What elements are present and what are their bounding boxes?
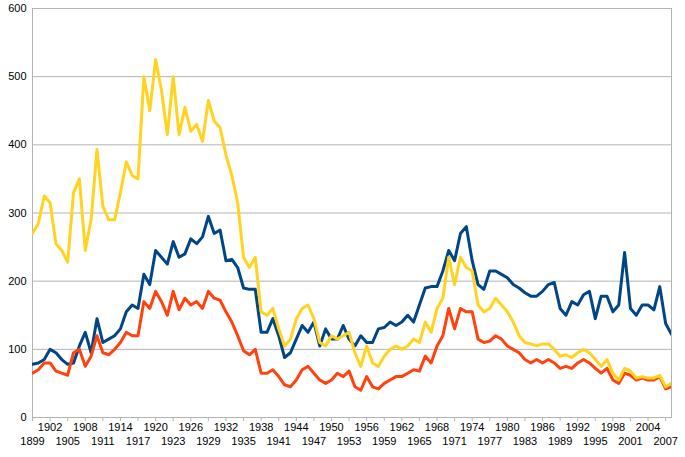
svg-text:1995: 1995 bbox=[583, 435, 607, 447]
svg-text:1923: 1923 bbox=[161, 435, 185, 447]
svg-text:1968: 1968 bbox=[425, 421, 449, 433]
svg-text:2001: 2001 bbox=[618, 435, 642, 447]
svg-text:1950: 1950 bbox=[319, 421, 343, 433]
svg-text:1941: 1941 bbox=[266, 435, 290, 447]
svg-text:1959: 1959 bbox=[372, 435, 396, 447]
svg-text:1917: 1917 bbox=[126, 435, 150, 447]
svg-text:1956: 1956 bbox=[354, 421, 378, 433]
svg-text:1974: 1974 bbox=[460, 421, 484, 433]
svg-text:600: 600 bbox=[8, 2, 26, 14]
svg-text:1899: 1899 bbox=[20, 435, 44, 447]
svg-text:1998: 1998 bbox=[601, 421, 625, 433]
svg-text:1929: 1929 bbox=[196, 435, 220, 447]
svg-text:1953: 1953 bbox=[337, 435, 361, 447]
svg-text:500: 500 bbox=[8, 70, 26, 82]
svg-text:1914: 1914 bbox=[108, 421, 132, 433]
svg-text:1989: 1989 bbox=[548, 435, 572, 447]
svg-text:1983: 1983 bbox=[513, 435, 537, 447]
svg-text:1920: 1920 bbox=[143, 421, 167, 433]
svg-text:2007: 2007 bbox=[653, 435, 677, 447]
svg-text:1908: 1908 bbox=[73, 421, 97, 433]
svg-text:1902: 1902 bbox=[38, 421, 62, 433]
svg-text:100: 100 bbox=[8, 343, 26, 355]
svg-text:1944: 1944 bbox=[284, 421, 308, 433]
svg-text:1947: 1947 bbox=[302, 435, 326, 447]
svg-text:1980: 1980 bbox=[495, 421, 519, 433]
svg-text:1935: 1935 bbox=[231, 435, 255, 447]
svg-text:1911: 1911 bbox=[91, 435, 115, 447]
svg-text:300: 300 bbox=[8, 207, 26, 219]
svg-text:200: 200 bbox=[8, 275, 26, 287]
svg-text:1938: 1938 bbox=[249, 421, 273, 433]
svg-text:1962: 1962 bbox=[390, 421, 414, 433]
svg-text:1971: 1971 bbox=[442, 435, 466, 447]
svg-text:1932: 1932 bbox=[214, 421, 238, 433]
svg-text:1986: 1986 bbox=[530, 421, 554, 433]
svg-text:2004: 2004 bbox=[636, 421, 660, 433]
svg-text:1905: 1905 bbox=[55, 435, 79, 447]
svg-text:0: 0 bbox=[20, 411, 26, 423]
svg-text:1965: 1965 bbox=[407, 435, 431, 447]
svg-text:1977: 1977 bbox=[478, 435, 502, 447]
svg-text:1926: 1926 bbox=[179, 421, 203, 433]
svg-text:400: 400 bbox=[8, 138, 26, 150]
svg-text:1992: 1992 bbox=[565, 421, 589, 433]
